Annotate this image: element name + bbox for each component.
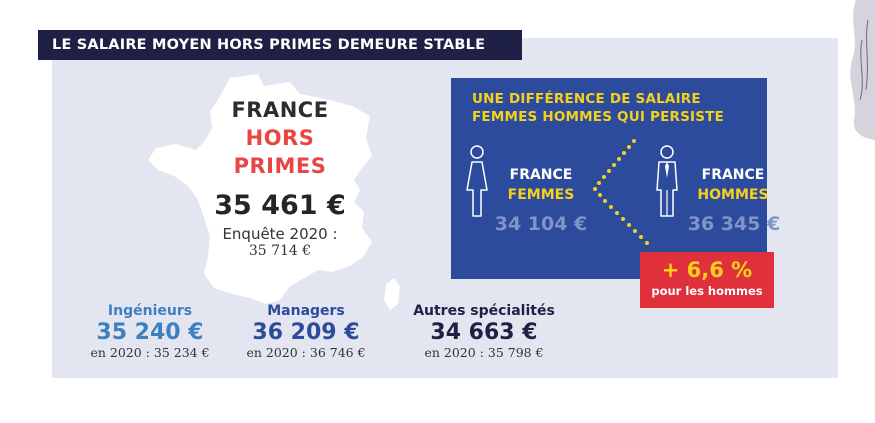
stat-engineers: Ingénieurs 35 240 € en 2020 : 35 234 € xyxy=(62,302,238,361)
france-map-icon xyxy=(148,74,400,310)
difference-badge: + 6,6 % pour les hommes xyxy=(640,252,774,308)
decorative-illustration xyxy=(850,0,875,140)
gender-gap-title-line1: UNE DIFFÉRENCE DE SALAIRE xyxy=(472,91,701,107)
stat-engineers-label: Ingénieurs xyxy=(107,303,193,319)
stat-others-value: 34 663 € xyxy=(430,320,538,345)
stat-managers: Managers 36 209 € en 2020 : 36 746 € xyxy=(218,302,394,361)
page-title: LE SALAIRE MOYEN HORS PRIMES DEMEURE STA… xyxy=(38,30,522,60)
women-salary: 34 104 € xyxy=(494,213,588,235)
men-salary: 36 345 € xyxy=(687,213,781,235)
gender-gap-title: UNE DIFFÉRENCE DE SALAIRE FEMMES HOMMES … xyxy=(472,90,762,126)
stat-managers-label: Managers xyxy=(267,303,345,319)
survey-value: 35 714 € xyxy=(248,243,312,259)
difference-percent: + 6,6 % xyxy=(661,258,753,282)
men-label-line2: HOMMES xyxy=(697,187,769,203)
women-label-line1: FRANCE xyxy=(509,167,573,183)
stat-engineers-previous: en 2020 : 35 234 € xyxy=(90,345,210,360)
man-icon xyxy=(656,145,678,217)
overall-subtitle: HORS PRIMES xyxy=(233,126,327,178)
overall-region: FRANCE xyxy=(231,98,329,122)
stat-engineers-value: 35 240 € xyxy=(96,320,204,345)
gender-gap-box xyxy=(451,78,767,279)
stat-managers-value: 36 209 € xyxy=(252,320,360,345)
stat-managers-previous: en 2020 : 36 746 € xyxy=(246,345,366,360)
women-label-line2: FEMMES xyxy=(507,187,575,203)
stat-others: Autres spécialités 34 663 € en 2020 : 35… xyxy=(396,302,572,361)
difference-note: pour les hommes xyxy=(651,284,763,298)
gender-gap-title-line2: FEMMES HOMMES QUI PERSISTE xyxy=(472,109,725,125)
stat-others-previous: en 2020 : 35 798 € xyxy=(424,345,544,360)
woman-icon xyxy=(466,145,488,217)
men-label-line1: FRANCE xyxy=(701,167,765,183)
comparison-dots xyxy=(593,139,649,245)
survey-label: Enquête 2020 : xyxy=(222,225,338,243)
overall-summary: FRANCE HORS PRIMES 35 461 € Enquête 2020… xyxy=(200,96,360,259)
overall-salary: 35 461 € xyxy=(214,190,346,221)
stat-others-label: Autres spécialités xyxy=(413,303,555,319)
